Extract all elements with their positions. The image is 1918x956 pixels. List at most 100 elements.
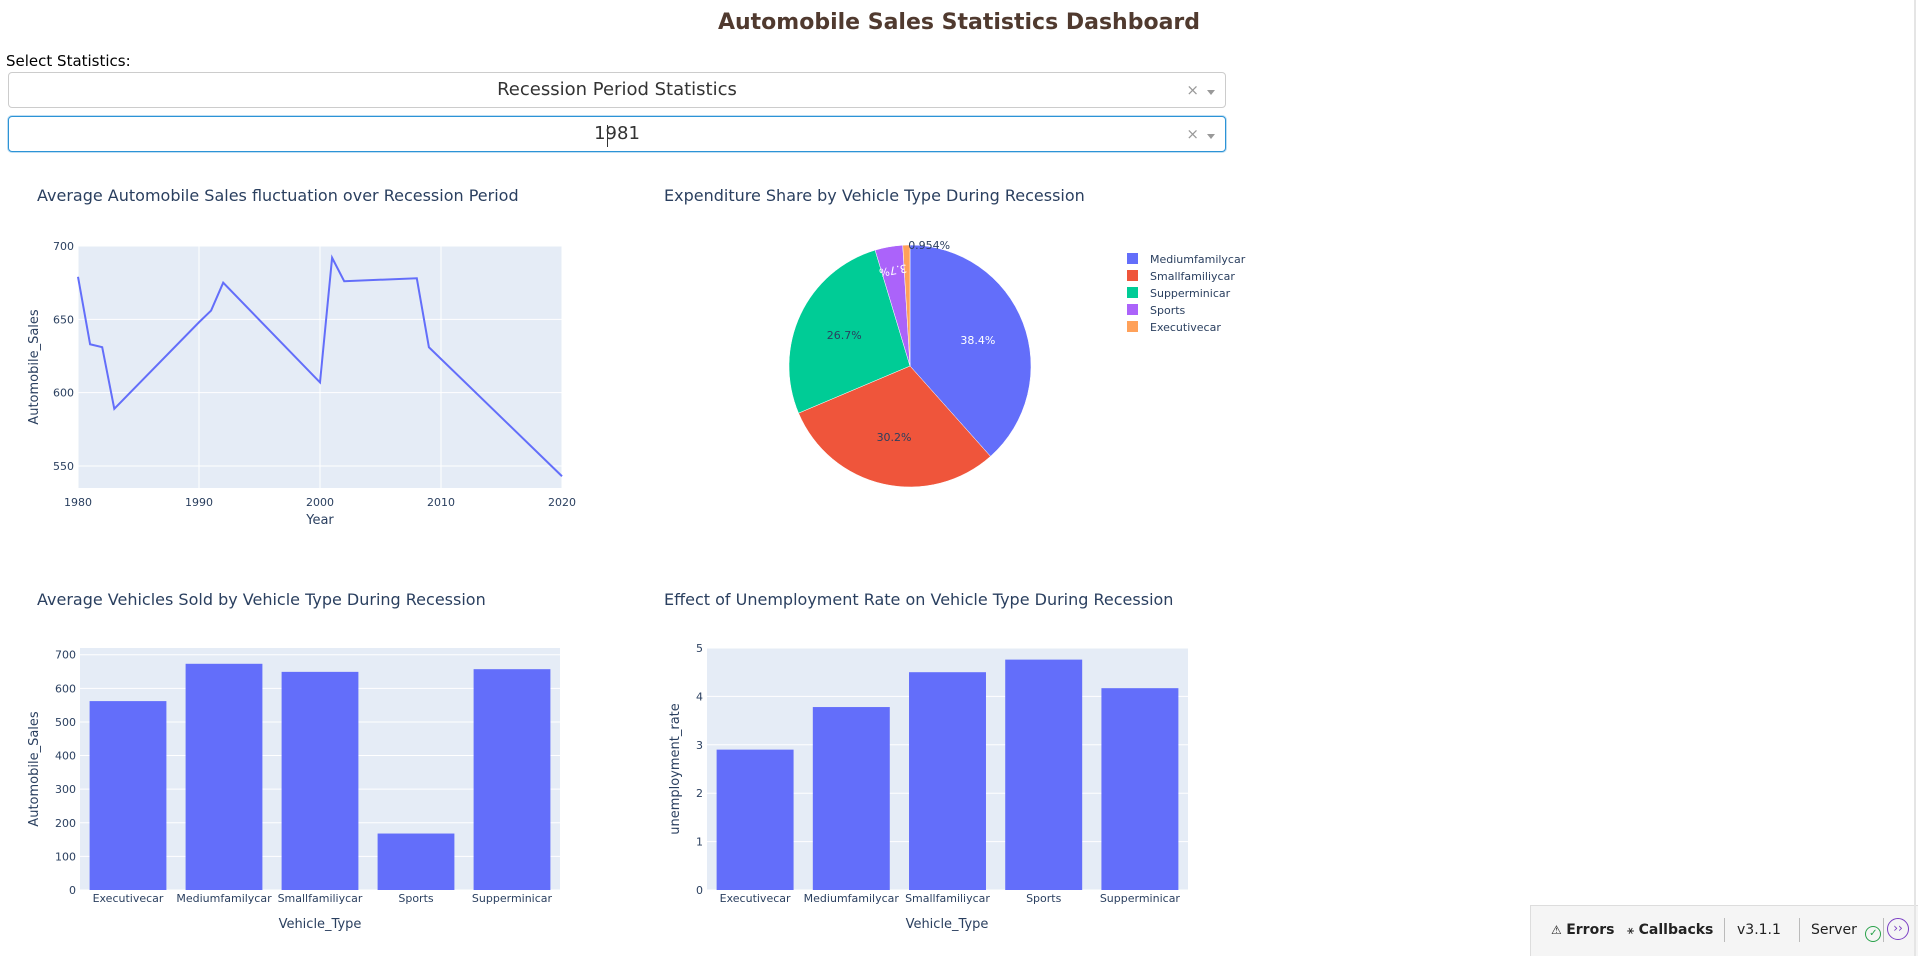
line-x-tick: 1980 (64, 496, 92, 509)
bar-unemp-bar-executivecar[interactable] (716, 749, 794, 890)
bar-unemp-y-tick: 4 (696, 690, 703, 703)
debug-divider (1799, 918, 1800, 942)
bar-unemp-container: Effect of Unemployment Rate on Vehicle T… (627, 576, 1247, 956)
warning-icon: ⚠ (1551, 923, 1562, 937)
bar-sales-x-tick: Smallfamiliycar (278, 892, 363, 905)
pie-value-label: 30.2% (877, 431, 912, 444)
errors-label: Errors (1566, 922, 1615, 938)
bar-unemp-bar-sports[interactable] (1005, 659, 1083, 890)
bar-sales-x-tick: Mediumfamilycar (176, 892, 272, 905)
pie-chart-container: Expenditure Share by Vehicle Type During… (627, 172, 1267, 552)
pie-value-label: 3.7% (878, 261, 908, 279)
bar-unemp-x-tick: Mediumfamilycar (804, 892, 900, 905)
version-label: v3.1.1 (1737, 922, 1781, 938)
debug-divider (1883, 918, 1884, 942)
line-chart[interactable]: Average Automobile Sales fluctuation ove… (0, 172, 620, 552)
line-x-tick: 2010 (427, 496, 455, 509)
bar-sales-y-tick: 400 (55, 750, 76, 763)
bar-unemp-y-tick: 1 (696, 836, 703, 849)
bar-unemp-y-axis-title: unemployment_rate (668, 703, 683, 835)
line-x-tick: 2020 (548, 496, 576, 509)
chevron-down-icon[interactable] (1207, 134, 1215, 139)
clear-icon[interactable]: × (1186, 125, 1199, 143)
line-y-tick: 600 (53, 387, 74, 400)
pie-slice-smallfamiliycar[interactable] (798, 365, 991, 488)
bar-unemp-title: Effect of Unemployment Rate on Vehicle T… (664, 590, 1173, 609)
year-dropdown-value: 1981 (594, 123, 640, 144)
year-dropdown[interactable]: 1981 × (8, 116, 1226, 152)
chevron-down-icon[interactable] (1207, 90, 1215, 95)
check-circle-icon: ✓ (1865, 926, 1882, 942)
bar-unemp-y-tick: 0 (696, 884, 703, 897)
bar-sales-bar-mediumfamilycar[interactable] (185, 663, 263, 890)
bar-sales-x-axis-title: Vehicle_Type (279, 917, 362, 932)
bar-sales-x-tick: Supperminicar (472, 892, 553, 905)
errors-button[interactable]: ⚠ Errors (1551, 916, 1614, 944)
pie-chart[interactable]: Expenditure Share by Vehicle Type During… (627, 172, 1267, 552)
bar-unemp-bar-supperminicar[interactable] (1101, 688, 1179, 890)
legend-item[interactable]: Mediumfamilycar (1150, 253, 1246, 266)
statistics-dropdown[interactable]: Recession Period Statistics × (8, 72, 1226, 108)
bar-sales-y-tick: 600 (55, 682, 76, 695)
clear-icon[interactable]: × (1186, 81, 1199, 99)
legend-item[interactable]: Executivecar (1150, 321, 1221, 334)
bar-unemp-x-tick: Sports (1026, 892, 1062, 905)
expand-chevron-icon[interactable]: ›› (1887, 918, 1909, 940)
select-statistics-label: Select Statistics: (6, 52, 131, 70)
server-status[interactable]: Server ✓ (1811, 916, 1882, 944)
legend-item[interactable]: Sports (1150, 304, 1186, 317)
bar-sales-bar-supperminicar[interactable] (473, 669, 551, 890)
bar-sales-chart[interactable]: Average Vehicles Sold by Vehicle Type Du… (0, 576, 620, 956)
legend-swatch[interactable] (1127, 253, 1138, 264)
pie-value-label: 0.954% (908, 239, 950, 252)
bar-sales-container: Average Vehicles Sold by Vehicle Type Du… (0, 576, 620, 956)
bar-unemp-x-axis-title: Vehicle_Type (906, 917, 989, 932)
pie-slice-executivecar[interactable] (902, 244, 911, 367)
bar-sales-y-tick: 700 (55, 649, 76, 662)
pie-chart-title: Expenditure Share by Vehicle Type During… (664, 186, 1085, 205)
bar-unemp-bar-smallfamiliycar[interactable] (909, 672, 986, 890)
pie-slice-supperminicar[interactable] (788, 249, 911, 414)
debug-divider (1724, 918, 1725, 942)
callbacks-icon: ⚹ (1627, 923, 1635, 937)
callbacks-label: Callbacks (1638, 922, 1714, 938)
pie-value-label: 38.4% (960, 334, 995, 347)
bar-sales-bar-executivecar[interactable] (89, 701, 167, 890)
bar-sales-y-tick: 500 (55, 716, 76, 729)
page-scrollbar[interactable] (1914, 0, 1916, 956)
legend-swatch[interactable] (1127, 270, 1138, 281)
bar-sales-bar-sports[interactable] (377, 833, 455, 890)
line-y-axis-title: Automobile_Sales (27, 309, 42, 425)
bar-sales-y-tick: 300 (55, 783, 76, 796)
text-caret (607, 125, 608, 147)
line-x-tick: 2000 (306, 496, 334, 509)
pie-value-label: 26.7% (827, 329, 862, 342)
server-label: Server (1811, 922, 1857, 938)
bar-unemp-chart[interactable]: Effect of Unemployment Rate on Vehicle T… (627, 576, 1247, 956)
dash-debug-bar: ⚠ Errors ⚹ Callbacks v3.1.1 Server ✓ ›› (1530, 905, 1918, 956)
statistics-dropdown-value: Recession Period Statistics (497, 79, 737, 100)
line-x-axis-title: Year (305, 513, 334, 528)
page-title: Automobile Sales Statistics Dashboard (717, 10, 1201, 35)
legend-swatch[interactable] (1127, 304, 1138, 315)
legend-item[interactable]: Smallfamiliycar (1150, 270, 1235, 283)
bar-sales-x-tick: Sports (398, 892, 434, 905)
legend-swatch[interactable] (1127, 321, 1138, 332)
bar-sales-y-tick: 0 (69, 884, 76, 897)
bar-sales-y-axis-title: Automobile_Sales (27, 711, 42, 827)
line-chart-title: Average Automobile Sales fluctuation ove… (37, 186, 519, 205)
line-x-tick: 1990 (185, 496, 213, 509)
bar-sales-y-tick: 200 (55, 817, 76, 830)
callbacks-button[interactable]: ⚹ Callbacks (1627, 916, 1713, 944)
bar-unemp-bar-mediumfamilycar[interactable] (812, 707, 890, 890)
bar-sales-title: Average Vehicles Sold by Vehicle Type Du… (37, 590, 486, 609)
bar-unemp-x-tick: Executivecar (720, 892, 791, 905)
pie-slice-mediumfamilycar[interactable] (909, 244, 1032, 457)
bar-unemp-x-tick: Supperminicar (1100, 892, 1181, 905)
line-y-tick: 700 (53, 240, 74, 253)
bar-sales-x-tick: Executivecar (93, 892, 164, 905)
bar-unemp-y-tick: 3 (696, 739, 703, 752)
legend-item[interactable]: Supperminicar (1150, 287, 1231, 300)
legend-swatch[interactable] (1127, 287, 1138, 298)
bar-sales-bar-smallfamiliycar[interactable] (281, 671, 359, 890)
